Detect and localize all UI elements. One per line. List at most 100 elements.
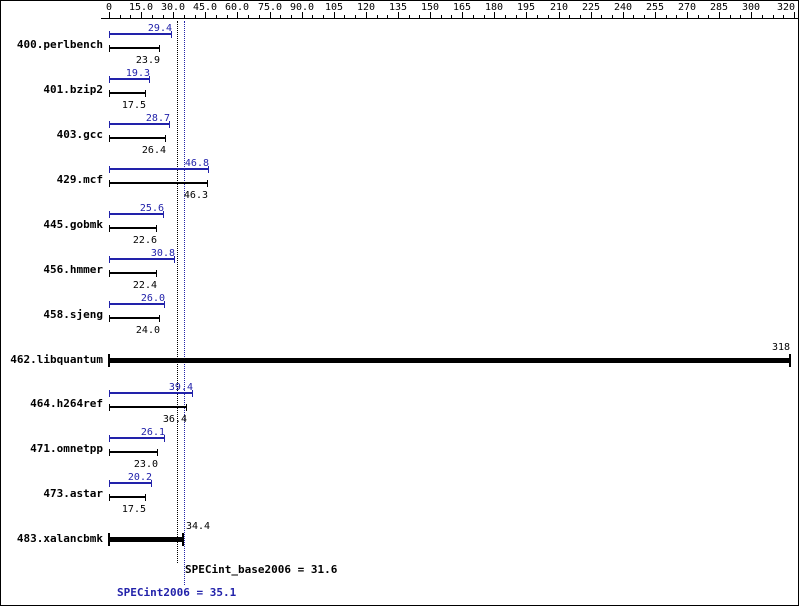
- peak-value-label: 26.0: [140, 293, 165, 304]
- x-axis-minor-tick: [312, 15, 313, 18]
- base-value-label: 26.4: [141, 145, 166, 156]
- x-axis-minor-tick: [505, 15, 506, 18]
- base-bar-startcap: [109, 404, 110, 411]
- benchmark-label: 471.omnetpp: [30, 442, 103, 455]
- peak-bar: [109, 392, 193, 394]
- x-axis-tick-label: 90.0: [289, 2, 315, 13]
- x-axis-major-tick: [237, 12, 238, 18]
- x-axis-minor-tick: [516, 15, 517, 18]
- benchmark-label: 400.perlbench: [16, 38, 103, 51]
- x-axis-major-tick: [141, 12, 142, 18]
- combined-bar: [109, 537, 183, 542]
- benchmark-label: 462.libquantum: [10, 353, 103, 366]
- x-axis-minor-tick: [280, 15, 281, 18]
- combined-bar-endcap: [182, 533, 184, 546]
- peak-bar: [109, 78, 150, 80]
- x-axis-minor-tick: [773, 15, 774, 18]
- x-axis-major-tick: [687, 12, 688, 18]
- peak-value-label: 39.4: [168, 382, 193, 393]
- x-axis-tick-label: 0: [105, 2, 113, 13]
- base-value-label: 23.9: [135, 55, 160, 66]
- peak-bar: [109, 258, 175, 260]
- base-value-label: 24.0: [135, 325, 160, 336]
- peak-bar-startcap: [109, 166, 110, 173]
- x-axis-minor-tick: [259, 15, 260, 18]
- x-axis-minor-tick: [248, 15, 249, 18]
- combined-value-label: 318: [771, 342, 790, 353]
- specint-peak-mean-label: SPECint2006 = 35.1: [117, 586, 237, 599]
- base-bar-endcap: [165, 135, 166, 142]
- base-bar: [109, 451, 158, 453]
- base-bar-startcap: [109, 135, 110, 142]
- x-axis-major-tick: [109, 12, 110, 18]
- x-axis-minor-tick: [730, 15, 731, 18]
- x-axis-tick-label: 165: [452, 2, 472, 13]
- base-value-label: 23.0: [133, 459, 158, 470]
- peak-value-label: 29.4: [147, 23, 172, 34]
- base-bar-endcap: [156, 270, 157, 277]
- benchmark-label: 401.bzip2: [43, 83, 103, 96]
- x-axis-major-tick: [623, 12, 624, 18]
- x-axis-tick-label: 30.0: [160, 2, 186, 13]
- x-axis-minor-tick: [537, 15, 538, 18]
- x-axis-minor-tick: [644, 15, 645, 18]
- x-axis-minor-tick: [676, 15, 677, 18]
- base-value-label: 17.5: [121, 504, 146, 515]
- x-axis-major-tick: [398, 12, 399, 18]
- base-bar: [109, 406, 187, 408]
- x-axis-tick-label: 150: [420, 2, 440, 13]
- x-axis-tick-label: 120: [356, 2, 376, 13]
- peak-bar-endcap: [164, 301, 165, 308]
- x-axis-minor-tick: [387, 15, 388, 18]
- peak-bar-endcap: [151, 480, 152, 487]
- peak-bar-endcap: [149, 76, 150, 83]
- x-axis-minor-tick: [195, 15, 196, 18]
- x-axis-minor-tick: [441, 15, 442, 18]
- x-axis-minor-tick: [227, 15, 228, 18]
- peak-bar: [109, 168, 209, 170]
- x-axis-tick-label: 320: [776, 2, 796, 13]
- x-axis-line: [101, 18, 798, 19]
- x-axis-minor-tick: [409, 15, 410, 18]
- x-axis-major-tick: [205, 12, 206, 18]
- x-axis-minor-tick: [344, 15, 345, 18]
- base-bar: [109, 317, 160, 319]
- x-axis-minor-tick: [120, 15, 121, 18]
- x-axis-minor-tick: [708, 15, 709, 18]
- peak-bar-endcap: [174, 256, 175, 263]
- peak-value-label: 28.7: [145, 113, 170, 124]
- x-axis-minor-tick: [152, 15, 153, 18]
- x-axis-minor-tick: [323, 15, 324, 18]
- x-axis-minor-tick: [355, 15, 356, 18]
- x-axis-minor-tick: [569, 15, 570, 18]
- x-axis-tick-label: 225: [581, 2, 601, 13]
- x-axis-tick-label: 195: [516, 2, 536, 13]
- peak-bar-startcap: [109, 390, 110, 397]
- base-bar-startcap: [109, 494, 110, 501]
- peak-bar: [109, 303, 165, 305]
- peak-value-label: 26.1: [140, 427, 165, 438]
- combined-bar-endcap: [789, 354, 791, 367]
- base-bar-endcap: [186, 404, 187, 411]
- x-axis-minor-tick: [377, 15, 378, 18]
- base-bar-startcap: [109, 449, 110, 456]
- peak-value-label: 30.8: [150, 248, 175, 259]
- peak-bar-endcap: [163, 211, 164, 218]
- peak-bar-endcap: [171, 31, 172, 38]
- base-bar-endcap: [207, 180, 208, 187]
- peak-bar: [109, 123, 170, 125]
- base-value-label: 46.3: [183, 190, 208, 201]
- x-axis-major-tick: [334, 12, 335, 18]
- base-bar-startcap: [109, 225, 110, 232]
- base-bar-endcap: [157, 449, 158, 456]
- x-axis-tick-label: 255: [645, 2, 665, 13]
- base-bar: [109, 272, 157, 274]
- x-axis-minor-tick: [548, 15, 549, 18]
- peak-bar: [109, 213, 164, 215]
- peak-bar-startcap: [109, 121, 110, 128]
- x-axis-major-tick: [655, 12, 656, 18]
- base-bar: [109, 92, 146, 94]
- x-axis-major-tick: [526, 12, 527, 18]
- x-axis-minor-tick: [698, 15, 699, 18]
